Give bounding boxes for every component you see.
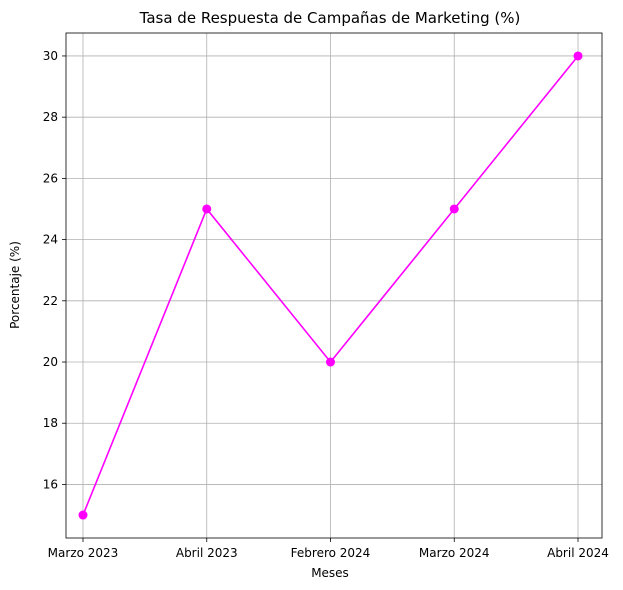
- y-axis-label: Porcentaje (%): [8, 241, 22, 329]
- data-point: [326, 357, 335, 367]
- grid: [66, 33, 602, 538]
- y-tick-label: 28: [43, 110, 58, 124]
- y-tick-label: 22: [43, 294, 58, 308]
- x-tick-label: Febrero 2024: [291, 546, 371, 560]
- y-tick-label: 20: [43, 355, 58, 369]
- y-tick-label: 26: [43, 171, 58, 185]
- y-tick-label: 18: [43, 416, 58, 430]
- data-point: [573, 51, 583, 61]
- data-point: [202, 204, 212, 214]
- series-layer: [78, 51, 583, 520]
- y-tick-label: 30: [43, 49, 58, 63]
- x-tick-label: Marzo 2024: [419, 546, 490, 560]
- data-point: [78, 510, 88, 520]
- y-tick-label: 16: [43, 477, 58, 491]
- x-tick-label: Abril 2023: [176, 546, 238, 560]
- x-tick-label: Marzo 2023: [48, 546, 119, 560]
- y-tick-label: 24: [43, 233, 58, 247]
- ticks: Marzo 2023 Abril 2023 Febrero 2024 Marzo 20…: [43, 49, 609, 560]
- chart-title: Tasa de Respuesta de Campañas de Marketi…: [139, 9, 521, 27]
- data-point: [449, 204, 459, 214]
- x-tick-label: Abril 2024: [547, 546, 609, 560]
- x-axis-label: Meses: [311, 566, 349, 580]
- plot-frame: [65, 32, 603, 539]
